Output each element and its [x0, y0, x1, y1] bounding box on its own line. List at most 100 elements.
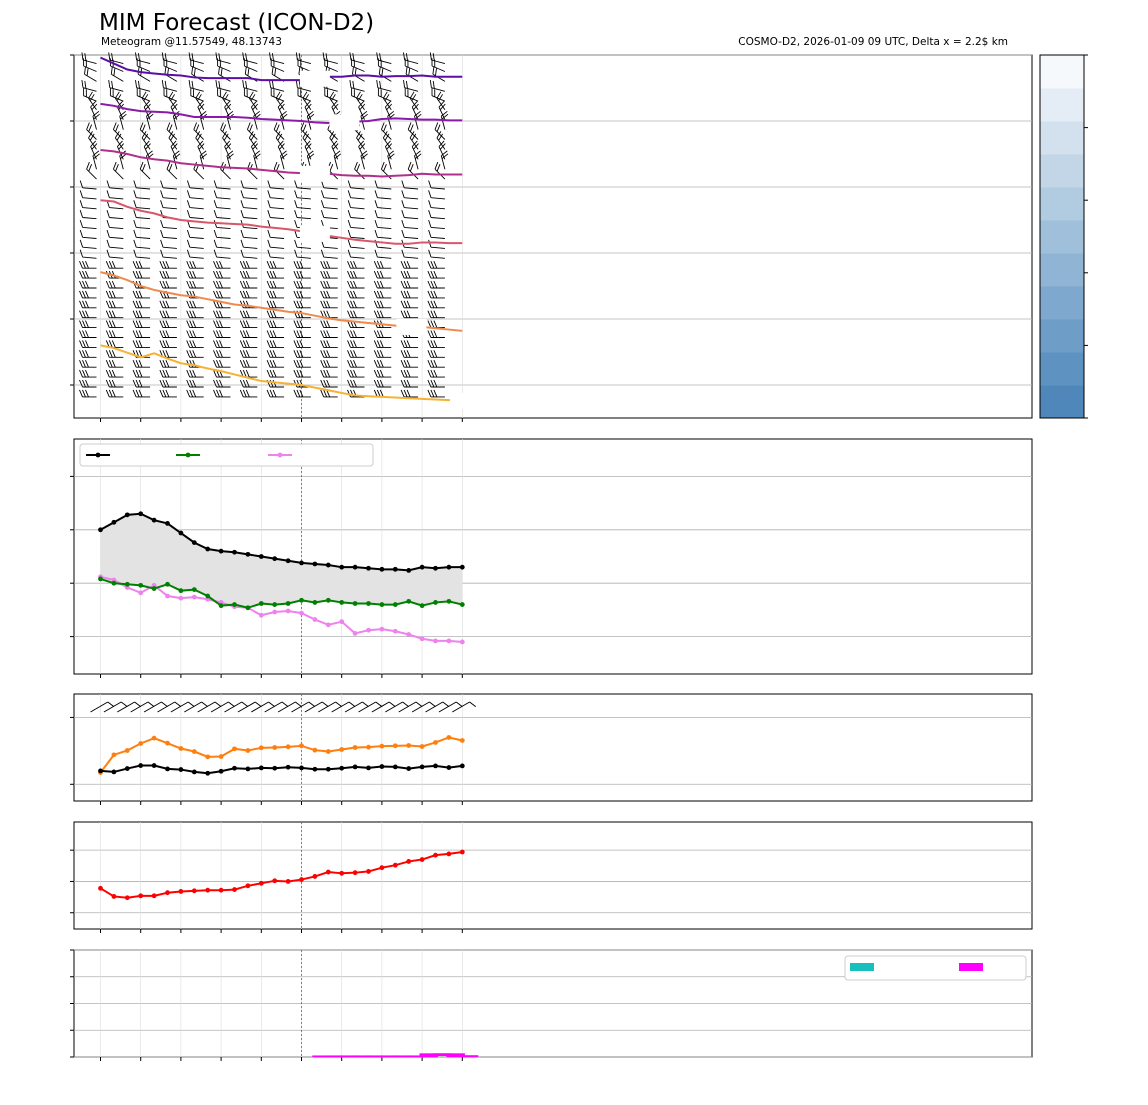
- wind-barb: [427, 379, 445, 388]
- wind-barb: [374, 180, 392, 190]
- wind-barb: [188, 80, 204, 92]
- wind-barb: [240, 210, 258, 220]
- wind-barb: [429, 52, 446, 65]
- wind-barb: [186, 330, 204, 338]
- wind-barb: [105, 369, 124, 378]
- wind-barb: [347, 320, 365, 329]
- wind-barb: [293, 270, 311, 279]
- mslp-point: [459, 849, 465, 855]
- temperature-series-point: [205, 593, 211, 599]
- wind-barb: [401, 200, 419, 210]
- gust-point: [459, 738, 465, 743]
- wind-barb: [360, 150, 368, 170]
- wind-barb: [347, 249, 365, 259]
- wind-barb: [425, 701, 450, 713]
- wind-barb: [295, 52, 312, 65]
- wind-barb: [161, 80, 178, 92]
- wind-barb: [358, 701, 383, 713]
- mslp-point: [446, 851, 452, 857]
- wind-barb: [294, 190, 311, 200]
- wind-barb: [452, 701, 477, 713]
- wind-barb: [239, 350, 258, 358]
- wind-barb: [213, 190, 231, 200]
- wind-barb: [436, 131, 446, 150]
- temperature-series-point: [218, 603, 224, 609]
- wind-barb: [161, 52, 178, 65]
- wind-barb: [347, 270, 365, 279]
- wind-barb: [132, 330, 151, 338]
- wind-barb: [186, 261, 204, 269]
- wind-barb: [374, 200, 392, 210]
- wind-barb: [322, 52, 338, 65]
- temperature-series-point: [111, 519, 117, 525]
- mean-wind-point: [366, 765, 371, 771]
- wind-barb: [79, 389, 97, 398]
- wind-barb: [79, 270, 97, 279]
- mslp-point: [258, 880, 264, 886]
- wind-barb: [83, 88, 97, 102]
- wind-barb: [294, 249, 311, 259]
- wind-barb: [143, 701, 168, 713]
- location-subtitle: Meteogram @11.57549, 48.13743: [101, 36, 282, 48]
- wind-barb: [267, 239, 285, 249]
- wind-barb: [349, 52, 365, 65]
- wind-barb: [86, 122, 97, 140]
- wind-barb: [376, 80, 392, 92]
- wind-barb: [79, 340, 97, 348]
- wind-barb: [297, 88, 312, 102]
- mslp-panel-frame: [73, 821, 1033, 930]
- temperature-series-point: [459, 564, 465, 570]
- temperature-series-point: [406, 598, 412, 604]
- wind-barb: [400, 300, 419, 309]
- wind-barb: [293, 360, 311, 368]
- wind-barb: [246, 122, 258, 140]
- wind-barb: [434, 122, 446, 140]
- wind-barb: [213, 369, 231, 378]
- wind-barb: [373, 330, 392, 338]
- wind-barb: [239, 330, 258, 338]
- wind-barb: [88, 131, 97, 150]
- wind-barb: [79, 330, 97, 338]
- isotherm-line: [100, 149, 463, 178]
- wind-barb: [404, 88, 419, 102]
- mslp-point: [392, 862, 398, 868]
- colorbar-segment: [1040, 187, 1084, 221]
- temperature-series-point: [392, 602, 398, 607]
- wind-barb: [159, 340, 177, 348]
- wind-barb: [380, 161, 392, 180]
- mslp-point: [178, 889, 184, 894]
- wind-barb: [440, 110, 449, 130]
- colorbar-frame: [1039, 54, 1085, 419]
- wind-barb: [266, 379, 285, 388]
- wind-barb: [428, 229, 445, 239]
- colorbar-segment: [1040, 253, 1084, 287]
- wind-barb: [239, 280, 258, 289]
- mslp-point: [312, 874, 318, 879]
- wind-barb: [347, 350, 365, 358]
- wind-barb: [266, 389, 285, 398]
- wind-barb: [132, 290, 151, 299]
- wind-barb: [267, 210, 285, 220]
- wind-barb: [186, 300, 204, 309]
- mean-wind-point: [392, 764, 398, 770]
- wind-barb: [79, 290, 97, 299]
- wind-barb: [213, 290, 231, 299]
- gust-point: [299, 743, 304, 749]
- wind-barb: [92, 150, 100, 170]
- wind-barb: [106, 249, 124, 259]
- wind-barb: [132, 280, 151, 289]
- wind-barb: [329, 131, 339, 150]
- wind-barb: [373, 340, 392, 348]
- wind-barb: [428, 200, 445, 210]
- mslp-point: [124, 895, 130, 901]
- wind-barb: [186, 200, 204, 210]
- colorbar-segment: [1040, 352, 1084, 386]
- wind-barb: [266, 340, 285, 348]
- mslp-point: [138, 893, 144, 899]
- wind-barb: [400, 310, 419, 319]
- wind-barb: [320, 330, 338, 338]
- wind-barb: [267, 229, 285, 239]
- wind-barb: [320, 389, 338, 398]
- mean-wind-point: [124, 766, 130, 771]
